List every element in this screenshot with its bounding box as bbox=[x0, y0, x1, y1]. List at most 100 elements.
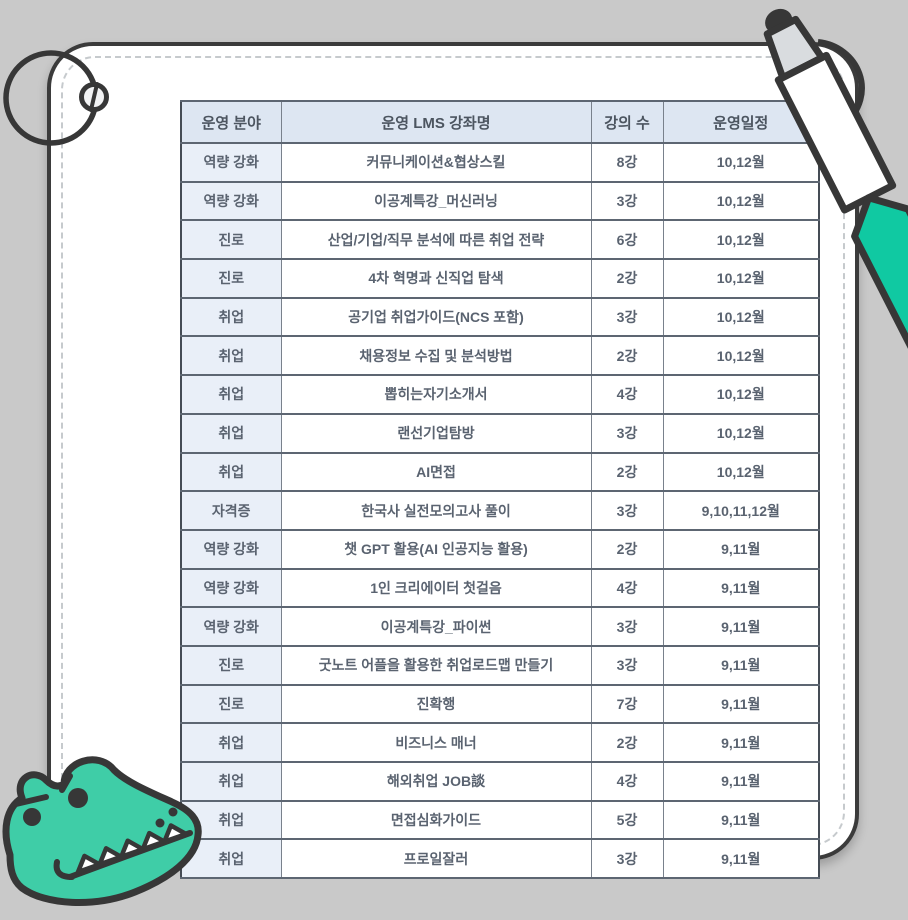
cell-category: 진로 bbox=[180, 644, 282, 686]
cell-category: 자격증 bbox=[180, 490, 282, 531]
crocodile-eyebrow-left bbox=[13, 794, 49, 807]
cell-schedule: 9,11월 bbox=[662, 567, 820, 609]
cell-lecture-count: 2강 bbox=[590, 722, 664, 763]
cell-course: 비즈니스 매너 bbox=[280, 722, 592, 763]
cell-schedule: 9,11월 bbox=[662, 644, 820, 686]
cell-schedule: 10,12월 bbox=[662, 335, 820, 377]
cell-lecture-count: 3강 bbox=[590, 490, 664, 531]
cell-schedule: 9,11월 bbox=[662, 606, 820, 647]
table-row: 취업 해외취업 JOB談 4강 9,11월 bbox=[180, 761, 820, 802]
cell-course: 채용정보 수집 및 분석방법 bbox=[280, 335, 592, 377]
table-row: 취업 AI면접 2강 10,12월 bbox=[180, 451, 820, 493]
cell-lecture-count: 8강 bbox=[590, 142, 664, 183]
cell-course: 프로일잘러 bbox=[280, 838, 592, 880]
table-row: 진로 굿노트 어플을 활용한 취업로드맵 만들기 3강 9,11월 bbox=[180, 644, 820, 686]
cell-course: 한국사 실전모의고사 풀이 bbox=[280, 490, 592, 531]
cell-lecture-count: 4강 bbox=[590, 761, 664, 802]
table-row: 역량 강화 챗 GPT 활용(AI 인공지능 활용) 2강 9,11월 bbox=[180, 528, 820, 570]
cell-schedule: 9,11월 bbox=[662, 528, 820, 570]
cell-schedule: 9,11월 bbox=[662, 683, 820, 725]
table-row: 역량 강화 커뮤니케이션&협상스킬 8강 10,12월 bbox=[180, 142, 820, 183]
table-row: 역량 강화 이공계특강_파이썬 3강 9,11월 bbox=[180, 606, 820, 647]
cell-schedule: 9,11월 bbox=[662, 799, 820, 841]
cell-lecture-count: 3강 bbox=[590, 412, 664, 454]
cell-schedule: 10,12월 bbox=[662, 258, 820, 299]
cell-schedule: 9,10,11,12월 bbox=[662, 490, 820, 531]
table-row: 취업 비즈니스 매너 2강 9,11월 bbox=[180, 722, 820, 763]
cell-course: 4차 혁명과 신직업 탐색 bbox=[280, 258, 592, 299]
cell-category: 진로 bbox=[180, 683, 282, 725]
table-row: 진로 산업/기업/직무 분석에 따른 취업 전략 6강 10,12월 bbox=[180, 219, 820, 261]
cell-lecture-count: 2강 bbox=[590, 335, 664, 377]
cell-lecture-count: 2강 bbox=[590, 528, 664, 570]
cell-category: 취업 bbox=[180, 412, 282, 454]
cell-category: 진로 bbox=[180, 258, 282, 299]
cell-category: 역량 강화 bbox=[180, 606, 282, 647]
cell-course: 1인 크리에이터 첫걸음 bbox=[280, 567, 592, 609]
cell-category: 취업 bbox=[180, 374, 282, 415]
cell-schedule: 9,11월 bbox=[662, 761, 820, 802]
cell-lecture-count: 7강 bbox=[590, 683, 664, 725]
cell-course: 굿노트 어플을 활용한 취업로드맵 만들기 bbox=[280, 644, 592, 686]
pen-button bbox=[765, 8, 793, 34]
course-table: 운영 분야 운영 LMS 강좌명 강의 수 운영일정 역량 강화 커뮤니케이션&협… bbox=[180, 100, 820, 880]
cell-category: 취업 bbox=[180, 296, 282, 338]
table-header-row: 운영 분야 운영 LMS 강좌명 강의 수 운영일정 bbox=[180, 100, 820, 144]
cell-category: 취업 bbox=[180, 335, 282, 377]
cell-schedule: 10,12월 bbox=[662, 412, 820, 454]
crocodile-eye-left bbox=[23, 808, 41, 826]
cell-category: 취업 bbox=[180, 451, 282, 493]
cell-lecture-count: 3강 bbox=[590, 838, 664, 880]
cell-course: 공기업 취업가이드(NCS 포함) bbox=[280, 296, 592, 338]
cell-lecture-count: 2강 bbox=[590, 451, 664, 493]
cell-course: 면접심화가이드 bbox=[280, 799, 592, 841]
cell-category: 역량 강화 bbox=[180, 142, 282, 183]
table-row: 취업 프로일잘러 3강 9,11월 bbox=[180, 838, 820, 880]
cell-category: 역량 강화 bbox=[180, 180, 282, 222]
cell-category: 취업 bbox=[180, 838, 282, 880]
cell-schedule: 10,12월 bbox=[662, 451, 820, 493]
cell-category: 취업 bbox=[180, 799, 282, 841]
cell-schedule: 10,12월 bbox=[662, 374, 820, 415]
table-row: 취업 면접심화가이드 5강 9,11월 bbox=[180, 799, 820, 841]
cell-course: 진확행 bbox=[280, 683, 592, 725]
cell-lecture-count: 4강 bbox=[590, 567, 664, 609]
table-row: 취업 공기업 취업가이드(NCS 포함) 3강 10,12월 bbox=[180, 296, 820, 338]
cell-schedule: 9,11월 bbox=[662, 722, 820, 763]
cell-course: AI면접 bbox=[280, 451, 592, 493]
cell-category: 역량 강화 bbox=[180, 528, 282, 570]
cell-lecture-count: 3강 bbox=[590, 296, 664, 338]
cell-lecture-count: 3강 bbox=[590, 644, 664, 686]
cell-course: 뽑히는자기소개서 bbox=[280, 374, 592, 415]
cell-lecture-count: 2강 bbox=[590, 258, 664, 299]
cell-category: 진로 bbox=[180, 219, 282, 261]
table-row: 진로 4차 혁명과 신직업 탐색 2강 10,12월 bbox=[180, 258, 820, 299]
cell-category: 취업 bbox=[180, 722, 282, 763]
table-row: 취업 뽑히는자기소개서 4강 10,12월 bbox=[180, 374, 820, 415]
header-course: 운영 LMS 강좌명 bbox=[280, 100, 592, 144]
crocodile-mouth-corner bbox=[53, 859, 75, 880]
cell-schedule: 10,12월 bbox=[662, 219, 820, 261]
cell-schedule: 10,12월 bbox=[662, 180, 820, 222]
table-row: 취업 랜선기업탐방 3강 10,12월 bbox=[180, 412, 820, 454]
header-category: 운영 분야 bbox=[180, 100, 282, 144]
table-row: 자격증 한국사 실전모의고사 풀이 3강 9,10,11,12월 bbox=[180, 490, 820, 531]
table-row: 역량 강화 1인 크리에이터 첫걸음 4강 9,11월 bbox=[180, 567, 820, 609]
cell-course: 챗 GPT 활용(AI 인공지능 활용) bbox=[280, 528, 592, 570]
header-schedule: 운영일정 bbox=[662, 100, 820, 144]
cell-category: 역량 강화 bbox=[180, 567, 282, 609]
cell-lecture-count: 5강 bbox=[590, 799, 664, 841]
table-row: 취업 채용정보 수집 및 분석방법 2강 10,12월 bbox=[180, 335, 820, 377]
cell-course: 이공계특강_머신러닝 bbox=[280, 180, 592, 222]
cell-lecture-count: 3강 bbox=[590, 606, 664, 647]
cell-schedule: 9,11월 bbox=[662, 838, 820, 880]
cell-course: 이공계특강_파이썬 bbox=[280, 606, 592, 647]
cell-course: 해외취업 JOB談 bbox=[280, 761, 592, 802]
cell-lecture-count: 3강 bbox=[590, 180, 664, 222]
cell-course: 커뮤니케이션&협상스킬 bbox=[280, 142, 592, 183]
table-row: 역량 강화 이공계특강_머신러닝 3강 10,12월 bbox=[180, 180, 820, 222]
cell-schedule: 10,12월 bbox=[662, 296, 820, 338]
cell-lecture-count: 6강 bbox=[590, 219, 664, 261]
cell-course: 산업/기업/직무 분석에 따른 취업 전략 bbox=[280, 219, 592, 261]
